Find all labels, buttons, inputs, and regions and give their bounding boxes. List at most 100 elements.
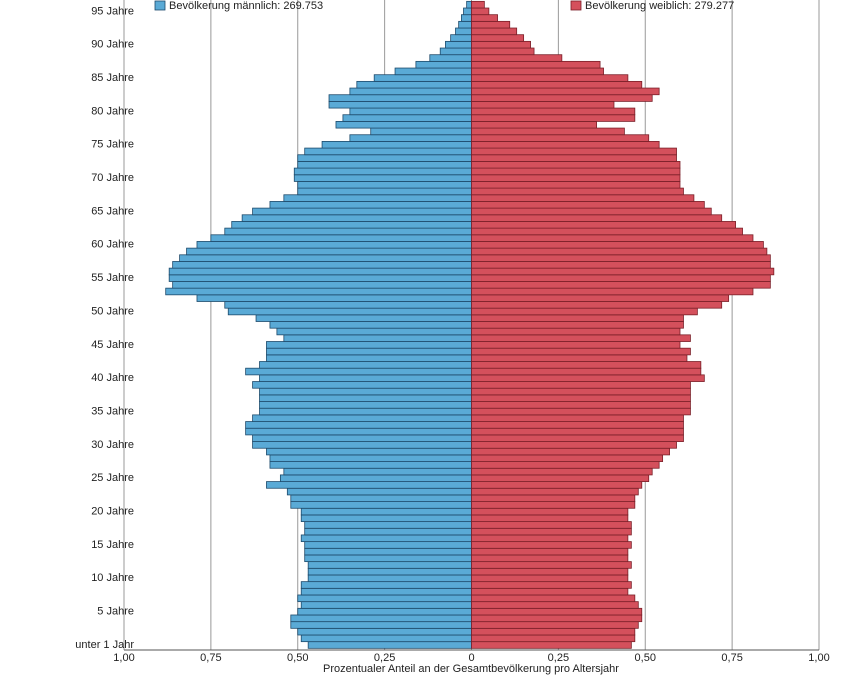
x-tick-label: 0,50	[287, 652, 308, 664]
x-tick-label: 0,25	[374, 652, 395, 664]
y-tick-label: 80 Jahre	[91, 105, 134, 117]
bar	[458, 20, 472, 29]
bar	[471, 494, 636, 502]
y-tick-label: 60 Jahre	[91, 239, 134, 251]
bar	[342, 114, 472, 122]
bar	[283, 334, 472, 342]
bar	[304, 147, 472, 156]
bar	[245, 367, 472, 376]
bar	[471, 641, 632, 649]
bar	[471, 207, 712, 216]
bar	[266, 347, 472, 356]
bar	[349, 87, 472, 96]
bar	[300, 634, 472, 643]
bar	[471, 247, 768, 256]
bar	[297, 607, 472, 616]
bar	[471, 174, 681, 182]
bar	[471, 521, 632, 529]
bar	[266, 341, 472, 349]
y-tick-label: 15 Jahre	[91, 539, 134, 551]
bar	[210, 234, 472, 242]
bar	[269, 461, 472, 469]
y-tick-label: 50 Jahre	[91, 305, 134, 317]
y-tick-label: 5 Jahre	[97, 606, 134, 618]
bar	[471, 441, 677, 449]
x-tick-label: 1,00	[113, 652, 134, 664]
bar	[307, 561, 472, 569]
bar	[349, 134, 472, 142]
y-tick-label: 25 Jahre	[91, 472, 134, 484]
x-axis-label: Prozentualer Anteil an der Gesamtbevölke…	[323, 663, 619, 675]
bar	[471, 287, 754, 296]
bar	[471, 594, 636, 603]
bar	[471, 474, 650, 482]
bar	[471, 541, 632, 549]
x-tick-label: 0,25	[548, 652, 569, 664]
bar	[471, 374, 705, 382]
bar	[168, 267, 472, 276]
bar	[471, 60, 601, 69]
bar	[356, 80, 472, 89]
bar	[471, 80, 643, 89]
bar	[471, 107, 636, 116]
bar	[445, 40, 472, 49]
bar	[471, 434, 684, 442]
bar	[245, 421, 472, 429]
bar	[172, 261, 472, 269]
bar	[471, 27, 518, 36]
bar	[471, 94, 653, 102]
y-tick-label: 95 Jahre	[91, 5, 134, 17]
bar	[471, 427, 684, 436]
y-tick-label: 30 Jahre	[91, 439, 134, 451]
bar	[259, 387, 472, 396]
bar	[471, 214, 723, 222]
y-tick-label: 40 Jahre	[91, 372, 134, 384]
bar	[471, 447, 670, 456]
bar	[471, 607, 643, 616]
bar	[471, 461, 660, 469]
bar	[471, 487, 639, 496]
x-tick-label: 1,00	[808, 652, 829, 664]
y-tick-label: unter 1 Jahr	[75, 639, 134, 651]
bar	[471, 47, 535, 56]
bar	[297, 594, 472, 603]
x-tick-label: 0,50	[635, 652, 656, 664]
bar	[300, 581, 472, 589]
legend-swatch	[570, 0, 582, 11]
bar	[471, 387, 691, 396]
bar	[471, 127, 625, 136]
bar	[471, 74, 629, 82]
bar	[471, 587, 629, 596]
bar	[471, 181, 681, 189]
bar	[297, 181, 472, 189]
bar	[165, 287, 472, 296]
x-tick-label: 0,75	[721, 652, 742, 664]
bar	[252, 434, 472, 442]
bar	[471, 634, 636, 643]
bar	[471, 187, 684, 196]
bar	[471, 367, 702, 376]
y-tick-label: 20 Jahre	[91, 506, 134, 518]
y-tick-label: 75 Jahre	[91, 139, 134, 151]
bar	[224, 301, 472, 309]
bar	[304, 547, 472, 556]
bar	[471, 301, 723, 309]
bar	[471, 501, 636, 509]
bar	[450, 34, 472, 42]
bar	[471, 527, 632, 536]
bar	[471, 341, 681, 349]
bar	[471, 401, 691, 409]
bar	[283, 467, 472, 476]
bar	[349, 107, 472, 116]
bar	[471, 274, 771, 282]
bar	[471, 7, 490, 16]
bar	[328, 100, 472, 109]
bar	[471, 347, 691, 356]
bar	[471, 147, 677, 156]
bar	[471, 621, 639, 629]
bar	[255, 314, 472, 322]
bar	[259, 394, 472, 402]
bar	[471, 34, 525, 42]
bar	[304, 541, 472, 549]
bar	[290, 501, 472, 509]
